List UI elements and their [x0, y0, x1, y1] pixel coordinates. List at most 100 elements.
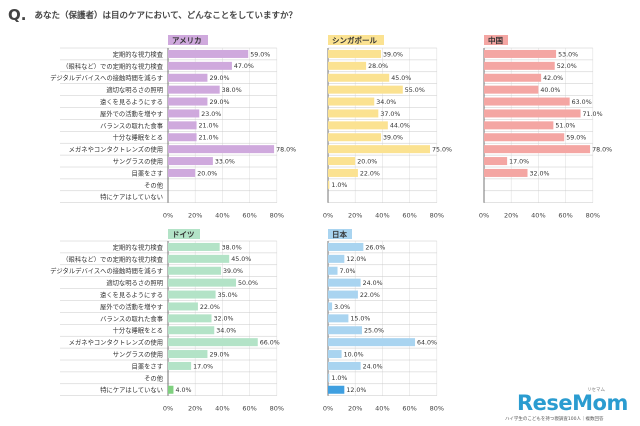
- question-text: あなた（保護者）は目のケアにおいて、どんなことをしていますか？: [34, 11, 298, 21]
- data-label: 52.0%: [557, 63, 577, 70]
- data-label: 28.0%: [368, 63, 388, 70]
- data-label: 66.0%: [260, 339, 280, 346]
- x-tick-label: 0%: [163, 405, 173, 413]
- question-header: Q. あなた（保護者）は目のケアにおいて、どんなことをしていますか？: [8, 4, 297, 26]
- x-tick-label: 20%: [348, 212, 362, 220]
- panel-title: 中国: [488, 35, 503, 45]
- data-label: 40.0%: [540, 87, 560, 94]
- bar: [484, 73, 542, 82]
- x-tick-label: 20%: [188, 212, 202, 220]
- bar: [168, 133, 197, 142]
- bar: [168, 121, 197, 130]
- question-mark: Q.: [8, 6, 27, 24]
- data-label: 29.0%: [209, 351, 229, 358]
- data-label: 24.0%: [363, 363, 383, 370]
- x-tick-label: 40%: [215, 212, 229, 220]
- bar: [328, 373, 330, 382]
- data-label: 45.0%: [391, 75, 411, 82]
- panel-title-bg: [484, 35, 508, 45]
- data-label: 53.0%: [558, 51, 578, 58]
- x-tick-label: 80%: [270, 212, 284, 220]
- bar: [168, 73, 208, 82]
- bar: [484, 49, 557, 58]
- data-label: 7.0%: [340, 268, 356, 275]
- data-label: 59.0%: [566, 135, 586, 142]
- x-tick-label: 40%: [375, 212, 389, 220]
- bar: [328, 157, 356, 166]
- panel-title: シンガポール: [332, 35, 377, 45]
- bar: [328, 338, 416, 347]
- data-label: 34.0%: [376, 99, 396, 106]
- data-label: 17.0%: [509, 158, 529, 165]
- x-tick-label: 20%: [504, 212, 518, 220]
- category-label: 適切な明るさの照明: [106, 85, 163, 94]
- bar: [168, 278, 236, 287]
- bar: [328, 385, 345, 394]
- category-label: サングラスの使用: [113, 156, 163, 165]
- panel-title-bg: [328, 35, 384, 45]
- x-tick-label: 60%: [402, 405, 416, 413]
- category-label: 定期的な視力検査: [113, 242, 164, 251]
- x-tick-label: 0%: [479, 212, 489, 220]
- x-tick-label: 60%: [558, 212, 572, 220]
- data-label: 29.0%: [209, 99, 229, 106]
- bar: [484, 97, 570, 106]
- bar: [328, 290, 358, 299]
- data-label: 75.0%: [432, 146, 452, 153]
- category-label: バランスの取れた食事: [100, 121, 164, 130]
- bar: [168, 350, 208, 359]
- category-label: 目薬をさす: [132, 361, 163, 370]
- panel-title: ドイツ: [172, 230, 195, 239]
- data-label: 34.0%: [216, 328, 236, 335]
- x-tick-label: 60%: [242, 212, 256, 220]
- x-tick-label: 80%: [270, 405, 284, 413]
- data-label: 35.0%: [218, 292, 238, 299]
- data-label: 24.0%: [363, 280, 383, 287]
- data-label: 21.0%: [199, 135, 219, 142]
- data-label: 47.0%: [234, 63, 254, 70]
- category-label: バランスの取れた食事: [100, 314, 164, 323]
- data-label: 22.0%: [200, 304, 220, 311]
- data-label: 10.0%: [344, 351, 364, 358]
- bar: [484, 145, 591, 154]
- bar: [168, 338, 258, 347]
- bar: [168, 145, 275, 154]
- logo-subtext: リセマム: [587, 388, 605, 393]
- data-label: 1.0%: [331, 375, 347, 382]
- bar: [328, 254, 345, 263]
- bar: [328, 85, 403, 94]
- data-label: 50.0%: [238, 280, 258, 287]
- category-label: （眼科など）での定期的な視力検査: [62, 61, 163, 70]
- bar: [168, 326, 215, 335]
- bar: [328, 242, 364, 251]
- category-label: 十分な睡眠をとる: [113, 326, 163, 335]
- x-tick-label: 60%: [402, 212, 416, 220]
- x-tick-label: 40%: [375, 405, 389, 413]
- data-label: 63.0%: [572, 99, 592, 106]
- data-label: 39.0%: [383, 135, 403, 142]
- bar: [328, 121, 388, 130]
- x-tick-label: 40%: [531, 212, 545, 220]
- bar: [168, 385, 174, 394]
- x-tick-label: 0%: [323, 212, 333, 220]
- bar: [168, 266, 222, 275]
- bar: [168, 61, 232, 70]
- bar: [328, 61, 367, 70]
- bar: [168, 157, 213, 166]
- bar: [328, 145, 430, 154]
- bar: [168, 290, 216, 299]
- data-label: 26.0%: [365, 244, 385, 251]
- data-label: 78.0%: [592, 146, 612, 153]
- bar: [168, 361, 192, 370]
- bar: [328, 97, 375, 106]
- x-tick-label: 80%: [430, 212, 444, 220]
- category-label: メガネやコンタクトレンズの使用: [69, 145, 163, 154]
- x-tick-label: 80%: [430, 405, 444, 413]
- bar: [168, 49, 249, 58]
- bar: [168, 85, 220, 94]
- category-label: メガネやコンタクトレンズの使用: [69, 338, 163, 347]
- data-label: 1.0%: [331, 182, 347, 189]
- x-tick-label: 20%: [188, 405, 202, 413]
- data-label: 38.0%: [222, 87, 242, 94]
